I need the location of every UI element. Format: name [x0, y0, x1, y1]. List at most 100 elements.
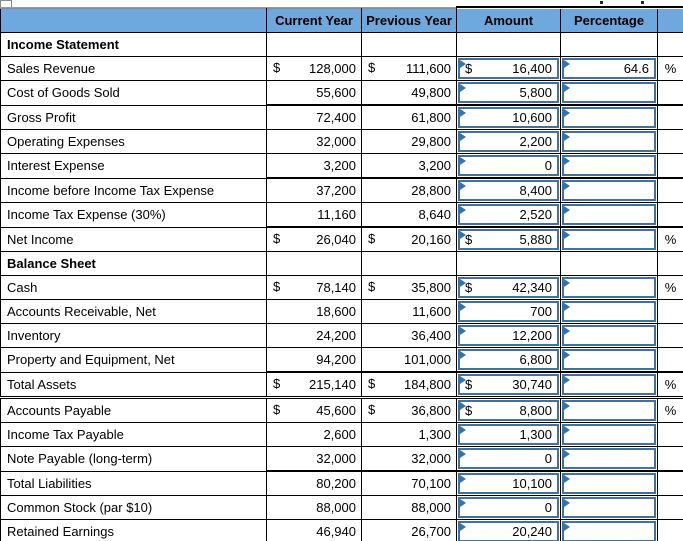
- previous-year-cell: $20,160: [361, 226, 457, 252]
- cell-value: 16,400: [512, 61, 552, 76]
- current-year-cell: $128,000: [266, 56, 362, 81]
- current-year-cell: 80,200: [266, 470, 362, 496]
- percentage-input[interactable]: [562, 424, 656, 445]
- table-row: Cash $78,140 $35,800 $42,340%: [0, 275, 683, 300]
- comment-marker-icon: [564, 206, 570, 214]
- cell-value: 12,200: [512, 328, 552, 343]
- current-year-cell: 32,000: [266, 129, 362, 154]
- comment-marker-icon: [460, 182, 466, 190]
- comment-marker-icon: [460, 133, 466, 141]
- unit-cell: [657, 80, 683, 106]
- cell-value: 10,100: [512, 476, 552, 491]
- amount-input[interactable]: $8,800: [458, 400, 559, 421]
- percentage-input[interactable]: [562, 521, 656, 541]
- percentage-input[interactable]: [562, 155, 656, 176]
- percentage-input[interactable]: [562, 107, 656, 128]
- row-label-cell: Income Tax Payable: [0, 422, 267, 447]
- percentage-cell: [560, 251, 658, 276]
- percentage-input[interactable]: [562, 180, 656, 201]
- cell-value: 26,700: [411, 524, 451, 539]
- comment-marker-icon: [460, 499, 466, 507]
- table-row: Sales Revenue $128,000 $111,600 $16,400 64.6…: [0, 56, 683, 81]
- row-label-cell: Total Assets: [0, 371, 267, 399]
- row-label-cell: Note Payable (long-term): [0, 446, 267, 472]
- amount-input[interactable]: 6,800: [458, 349, 559, 370]
- amount-cell: $16,400: [456, 56, 561, 81]
- unit-cell: [657, 32, 683, 57]
- row-label-cell: Property and Equipment, Net: [0, 347, 267, 373]
- previous-year-cell: 11,600: [361, 299, 457, 324]
- current-year-cell: $78,140: [266, 275, 362, 300]
- comment-marker-icon: [460, 206, 466, 214]
- table-row: Net Income $26,040 $20,160 $5,880%: [0, 226, 683, 252]
- amount-input[interactable]: $42,340: [458, 277, 559, 298]
- unit-cell: [657, 104, 683, 130]
- table-row: Common Stock (par $10) 88,000 88,000 0: [0, 495, 683, 520]
- amount-input[interactable]: $16,400: [458, 58, 559, 79]
- previous-year-cell: $184,800: [361, 371, 457, 399]
- amount-input[interactable]: 0: [458, 497, 559, 518]
- amount-input[interactable]: 0: [458, 448, 559, 469]
- row-label-cell: Interest Expense: [0, 153, 267, 179]
- percentage-cell: [560, 519, 658, 541]
- amount-input[interactable]: 12,200: [458, 325, 559, 346]
- cell-value: 94,200: [316, 352, 356, 367]
- amount-input[interactable]: 8,400: [458, 180, 559, 201]
- amount-input[interactable]: $5,880: [458, 229, 559, 250]
- cell-value: 32,000: [316, 134, 356, 149]
- amount-input[interactable]: 1,300: [458, 424, 559, 445]
- amount-input[interactable]: 5,800: [458, 82, 559, 103]
- cell-value: 2,200: [519, 134, 552, 149]
- amount-input[interactable]: 2,200: [458, 131, 559, 152]
- amount-cell: 2,200: [456, 129, 561, 154]
- comment-marker-icon: [460, 426, 466, 434]
- percentage-input[interactable]: [562, 473, 656, 494]
- percentage-cell: [560, 80, 658, 106]
- cell-value: 700: [530, 304, 552, 319]
- unit-cell: [657, 323, 683, 348]
- previous-year-cell: [361, 32, 457, 57]
- percentage-input[interactable]: [562, 497, 656, 518]
- percentage-input[interactable]: [562, 448, 656, 469]
- percentage-input[interactable]: [562, 325, 656, 346]
- header-unit-blank: [657, 8, 683, 33]
- percentage-input[interactable]: [562, 301, 656, 322]
- unit-cell: %: [657, 56, 683, 81]
- percentage-input[interactable]: 64.6: [562, 58, 656, 79]
- percentage-cell: [560, 347, 658, 373]
- cell-value: 3,200: [323, 158, 356, 173]
- amount-input[interactable]: 10,100: [458, 473, 559, 494]
- cropped-merged-header: [456, 0, 683, 8]
- cell-value: 28,800: [411, 183, 451, 198]
- percentage-input[interactable]: [562, 204, 656, 225]
- cell-value: 18,600: [316, 304, 356, 319]
- previous-year-cell: 26,700: [361, 519, 457, 541]
- percentage-input[interactable]: [562, 131, 656, 152]
- table-row: Property and Equipment, Net 94,200 101,000…: [0, 347, 683, 373]
- percentage-cell: [560, 446, 658, 472]
- percentage-input[interactable]: [562, 374, 656, 395]
- amount-cell: 10,600: [456, 104, 561, 130]
- dollar-sign: $: [465, 61, 473, 76]
- amount-input[interactable]: 20,240: [458, 521, 559, 541]
- percentage-input[interactable]: [562, 277, 656, 298]
- amount-input[interactable]: 10,600: [458, 107, 559, 128]
- row-label-cell: Balance Sheet: [0, 251, 267, 276]
- current-year-cell: 2,600: [266, 422, 362, 447]
- percentage-input[interactable]: [562, 229, 656, 250]
- amount-input[interactable]: 2,520: [458, 204, 559, 225]
- percentage-input[interactable]: [562, 349, 656, 370]
- current-year-cell: 32,000: [266, 446, 362, 472]
- amount-input[interactable]: 0: [458, 155, 559, 176]
- percentage-input[interactable]: [562, 82, 656, 103]
- cell-value: 30,740: [512, 377, 552, 392]
- cell-value: 49,800: [411, 85, 451, 100]
- previous-year-cell: 8,640: [361, 202, 457, 228]
- percentage-input[interactable]: [562, 400, 656, 421]
- amount-input[interactable]: $30,740: [458, 374, 559, 395]
- previous-year-cell: 28,800: [361, 177, 457, 203]
- amount-input[interactable]: 700: [458, 301, 559, 322]
- cell-value: 0: [544, 500, 552, 515]
- amount-cell: $5,880: [456, 226, 561, 252]
- row-label-cell: Cash: [0, 275, 267, 300]
